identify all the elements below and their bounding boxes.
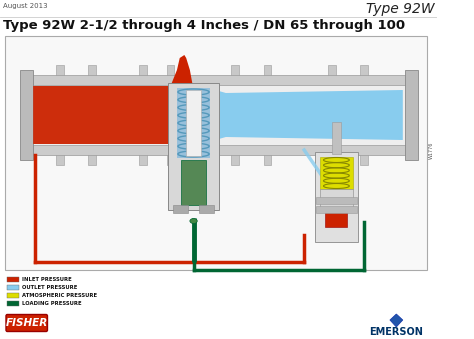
Bar [332, 122, 341, 154]
Bar [320, 157, 353, 189]
Bar [27, 75, 410, 85]
Bar [56, 65, 64, 75]
Bar [89, 155, 96, 165]
Bar [8, 301, 19, 306]
FancyBboxPatch shape [6, 315, 47, 332]
Bar [181, 160, 207, 205]
Bar [168, 83, 219, 210]
Bar [315, 152, 357, 242]
Bar [316, 206, 357, 213]
Bar [8, 285, 19, 290]
Text: August 2013: August 2013 [3, 3, 47, 9]
Text: EMERSON: EMERSON [369, 327, 423, 337]
Bar [177, 88, 210, 158]
Polygon shape [33, 86, 198, 144]
Bar [264, 65, 271, 75]
Bar [360, 65, 368, 75]
Text: FISHER: FISHER [6, 318, 48, 328]
Bar [5, 36, 427, 270]
Bar [316, 197, 357, 204]
Bar [320, 189, 353, 209]
Bar [167, 65, 174, 75]
Text: ATMOSPHERIC PRESSURE: ATMOSPHERIC PRESSURE [22, 293, 97, 298]
Bar [405, 70, 418, 160]
Bar [139, 155, 146, 165]
Text: Type 92W: Type 92W [365, 2, 434, 16]
Bar [27, 85, 410, 145]
Bar [231, 155, 239, 165]
Bar [20, 70, 33, 160]
Bar [325, 209, 347, 227]
Bar [328, 65, 336, 75]
Bar [139, 65, 146, 75]
Bar [186, 90, 201, 156]
Bar [264, 155, 271, 165]
Text: LOADING PRESSURE: LOADING PRESSURE [22, 301, 82, 306]
Bar [8, 293, 19, 298]
Bar [27, 145, 410, 155]
Bar [328, 155, 336, 165]
Text: INLET PRESSURE: INLET PRESSURE [22, 277, 72, 282]
Bar [167, 155, 174, 165]
Polygon shape [390, 314, 403, 327]
Bar [199, 205, 214, 213]
Polygon shape [198, 85, 403, 145]
Bar [360, 155, 368, 165]
Bar [231, 65, 239, 75]
Text: Type 92W 2-1/2 through 4 Inches / DN 65 through 100: Type 92W 2-1/2 through 4 Inches / DN 65 … [3, 19, 405, 32]
Text: OUTLET PRESSURE: OUTLET PRESSURE [22, 285, 77, 290]
Bar [173, 205, 188, 213]
Ellipse shape [190, 219, 197, 223]
Bar [8, 277, 19, 282]
Polygon shape [171, 55, 193, 100]
Bar [89, 65, 96, 75]
Bar [56, 155, 64, 165]
Text: W1776: W1776 [429, 141, 434, 159]
